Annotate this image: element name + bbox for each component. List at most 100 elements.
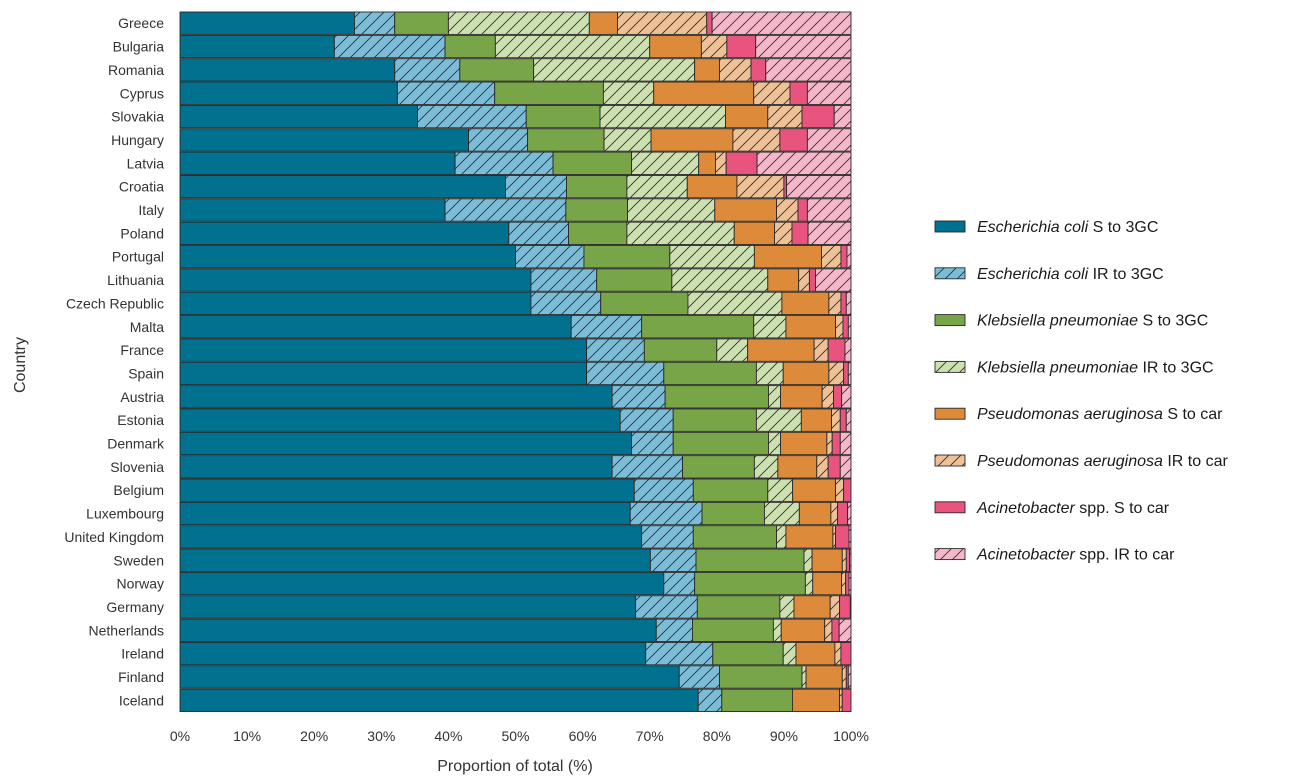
bar-iceland-pseudomonas-aeruginosa-s-to-car <box>791 688 841 713</box>
legend-swatch-pseudomonas-aeruginosa-s-to-car <box>934 407 966 420</box>
legend-swatch-pseudomonas-aeruginosa-ir-to-car <box>934 454 966 467</box>
bar-sweden-pseudomonas-aeruginosa-s-to-car <box>811 548 843 572</box>
bar-finland-pseudomonas-aeruginosa-ir-to-car <box>841 665 847 689</box>
bar-greece-klebsiella-pneumoniae-ir-to-3gc <box>447 11 590 35</box>
x-tick-label-2: 20% <box>300 728 328 744</box>
bar-belgium-pseudomonas-aeruginosa-s-to-car <box>792 478 837 502</box>
bar-cyprus-pseudomonas-aeruginosa-ir-to-car <box>753 81 791 105</box>
bar-poland-escherichia-coli-ir-to-3gc <box>508 221 569 245</box>
bar-czech-republic-acinetobacter-spp-ir-to-car <box>845 291 852 316</box>
legend-label-escherichia-coli-ir-to-3gc: Escherichia coli IR to 3GC <box>977 266 1164 283</box>
bar-germany-acinetobacter-spp-s-to-car <box>839 595 851 619</box>
bar-denmark-escherichia-coli-s-to-3gc <box>179 431 633 456</box>
bar-sweden-klebsiella-pneumoniae-ir-to-3gc <box>803 548 813 572</box>
bar-slovenia-klebsiella-pneumoniae-ir-to-3gc <box>753 455 779 479</box>
bar-estonia-pseudomonas-aeruginosa-s-to-car <box>800 408 832 432</box>
bar-italy-pseudomonas-aeruginosa-s-to-car <box>714 198 777 222</box>
y-tick-label-austria: Austria <box>120 389 164 405</box>
bar-italy-escherichia-coli-s-to-3gc <box>179 198 446 222</box>
bar-iceland-acinetobacter-spp-s-to-car <box>841 688 852 713</box>
bar-netherlands-acinetobacter-spp-s-to-car <box>831 618 840 642</box>
bar-norway-klebsiella-pneumoniae-s-to-3gc <box>694 571 806 596</box>
bar-ireland-pseudomonas-aeruginosa-ir-to-car <box>834 642 842 666</box>
bar-latvia-pseudomonas-aeruginosa-s-to-car <box>698 151 716 175</box>
bar-finland-escherichia-coli-ir-to-3gc <box>678 665 720 689</box>
bar-luxembourg-escherichia-coli-ir-to-3gc <box>629 501 703 526</box>
bar-czech-republic-escherichia-coli-s-to-3gc <box>179 291 532 316</box>
bar-romania-klebsiella-pneumoniae-ir-to-3gc <box>533 58 696 82</box>
bar-hungary-pseudomonas-aeruginosa-s-to-car <box>650 128 734 152</box>
bar-ireland-escherichia-coli-s-to-3gc <box>179 642 647 666</box>
bar-cyprus-escherichia-coli-ir-to-3gc <box>396 81 496 105</box>
bar-portugal-acinetobacter-spp-ir-to-car <box>846 245 852 269</box>
bar-slovakia-klebsiella-pneumoniae-s-to-3gc <box>525 104 601 129</box>
bar-malta-klebsiella-pneumoniae-s-to-3gc <box>641 315 755 339</box>
bar-lithuania-pseudomonas-aeruginosa-s-to-car <box>767 268 800 292</box>
bar-austria-pseudomonas-aeruginosa-ir-to-car <box>821 385 835 409</box>
bar-poland-acinetobacter-spp-s-to-car <box>791 221 809 245</box>
bar-united-kingdom-pseudomonas-aeruginosa-s-to-car <box>785 525 834 549</box>
bar-row-ireland <box>179 642 852 666</box>
bar-france-pseudomonas-aeruginosa-ir-to-car <box>813 338 829 362</box>
legend-swatch-acinetobacter-spp-ir-to-car <box>934 548 966 561</box>
bar-sweden-acinetobacter-spp-ir-to-car <box>849 548 852 572</box>
bar-portugal-escherichia-coli-s-to-3gc <box>179 245 516 269</box>
bar-france-pseudomonas-aeruginosa-s-to-car <box>747 338 815 362</box>
bar-latvia-acinetobacter-spp-ir-to-car <box>756 151 852 175</box>
bar-bulgaria-escherichia-coli-ir-to-3gc <box>333 34 446 59</box>
bar-bulgaria-pseudomonas-aeruginosa-ir-to-car <box>700 34 728 59</box>
x-tick-label-9: 90% <box>770 728 798 744</box>
bar-germany-acinetobacter-spp-ir-to-car <box>849 595 852 619</box>
bar-portugal-klebsiella-pneumoniae-ir-to-3gc <box>669 245 755 269</box>
y-tick-label-malta: Malta <box>130 319 164 335</box>
bar-united-kingdom-escherichia-coli-s-to-3gc <box>179 525 643 549</box>
bar-latvia-escherichia-coli-s-to-3gc <box>179 151 456 175</box>
bar-croatia-klebsiella-pneumoniae-s-to-3gc <box>566 174 628 199</box>
bar-slovakia-acinetobacter-spp-s-to-car <box>801 104 835 129</box>
legend-swatch-escherichia-coli-ir-to-3gc <box>934 267 966 280</box>
x-axis-title: Proportion of total (%) <box>437 758 593 775</box>
y-tick-label-ireland: Ireland <box>121 646 164 662</box>
bar-portugal-klebsiella-pneumoniae-s-to-3gc <box>583 245 671 269</box>
bar-luxembourg-klebsiella-pneumoniae-s-to-3gc <box>701 501 765 526</box>
bar-row-denmark <box>179 431 852 456</box>
bar-malta-pseudomonas-aeruginosa-ir-to-car <box>835 315 844 339</box>
bar-netherlands-escherichia-coli-s-to-3gc <box>179 618 657 642</box>
legend-item-acinetobacter-spp-s-to-car: Acinetobacter spp. S to car <box>934 500 1170 517</box>
x-tick-label-5: 50% <box>501 728 529 744</box>
bar-cyprus-klebsiella-pneumoniae-ir-to-3gc <box>602 81 655 105</box>
bar-denmark-pseudomonas-aeruginosa-s-to-car <box>780 431 828 456</box>
x-tick-label-7: 70% <box>636 728 664 744</box>
y-tick-label-netherlands: Netherlands <box>89 622 165 638</box>
bar-austria-klebsiella-pneumoniae-s-to-3gc <box>664 385 769 409</box>
bar-row-portugal <box>179 245 852 269</box>
bar-norway-klebsiella-pneumoniae-ir-to-3gc <box>804 571 814 596</box>
bar-croatia-pseudomonas-aeruginosa-s-to-car <box>686 174 738 199</box>
bar-sweden-acinetobacter-spp-s-to-car <box>845 548 851 572</box>
bar-italy-acinetobacter-spp-ir-to-car <box>806 198 852 222</box>
bar-austria-acinetobacter-spp-ir-to-car <box>841 385 852 409</box>
bar-netherlands-escherichia-coli-ir-to-3gc <box>655 618 693 642</box>
bar-latvia-klebsiella-pneumoniae-s-to-3gc <box>552 151 633 175</box>
bar-row-romania <box>179 58 852 82</box>
bar-row-hungary <box>179 128 852 152</box>
bar-estonia-klebsiella-pneumoniae-ir-to-3gc <box>755 408 802 432</box>
legend-item-klebsiella-pneumoniae-s-to-3gc: Klebsiella pneumoniae S to 3GC <box>934 313 1208 330</box>
bar-belgium-klebsiella-pneumoniae-s-to-3gc <box>692 478 769 502</box>
bar-estonia-klebsiella-pneumoniae-s-to-3gc <box>672 408 757 432</box>
bar-malta-escherichia-coli-s-to-3gc <box>179 315 572 339</box>
y-tick-label-iceland: Iceland <box>119 692 164 708</box>
y-tick-label-portugal: Portugal <box>112 249 164 265</box>
bar-luxembourg-acinetobacter-spp-s-to-car <box>837 501 849 526</box>
y-tick-label-latvia: Latvia <box>127 155 165 171</box>
legend-label-acinetobacter-spp-s-to-car: Acinetobacter spp. S to car <box>976 500 1170 517</box>
bar-norway-pseudomonas-aeruginosa-ir-to-car <box>841 571 847 596</box>
bar-france-escherichia-coli-s-to-3gc <box>179 338 588 362</box>
bar-row-united-kingdom <box>179 525 852 549</box>
bar-norway-acinetobacter-spp-ir-to-car <box>848 571 852 596</box>
bar-france-klebsiella-pneumoniae-ir-to-3gc <box>716 338 749 362</box>
bar-luxembourg-pseudomonas-aeruginosa-ir-to-car <box>830 501 839 526</box>
bar-czech-republic-escherichia-coli-ir-to-3gc <box>530 291 602 316</box>
bar-greece-acinetobacter-spp-s-to-car <box>706 11 713 35</box>
bar-poland-pseudomonas-aeruginosa-s-to-car <box>733 221 775 245</box>
